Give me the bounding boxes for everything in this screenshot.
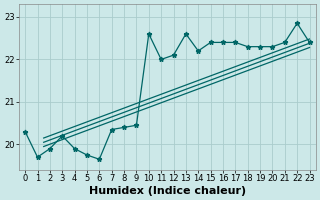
X-axis label: Humidex (Indice chaleur): Humidex (Indice chaleur) <box>89 186 246 196</box>
